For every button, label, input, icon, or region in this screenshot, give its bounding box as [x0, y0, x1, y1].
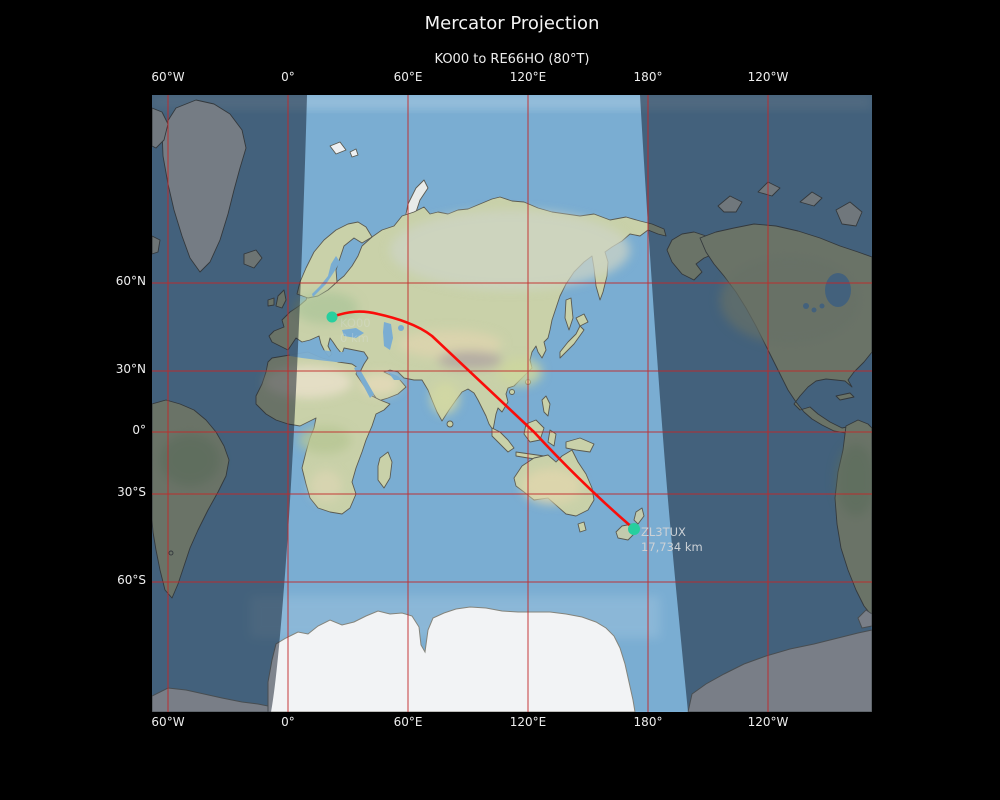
aral-sea	[398, 325, 404, 331]
persian-gulf	[388, 372, 402, 380]
black-sea	[342, 328, 364, 338]
caspian-sea	[383, 322, 393, 350]
tick-top-120w: 120°W	[747, 70, 789, 84]
tick-bottom-180: 180°	[633, 715, 663, 729]
route-start-marker	[326, 311, 338, 323]
tick-bottom-120e: 120°E	[509, 715, 547, 729]
graticule	[152, 95, 872, 712]
plot-subtitle: KO00 to RE66HO (80°T)	[434, 52, 590, 67]
tasmania	[577, 521, 587, 533]
tick-bottom-60w: 60°W	[151, 715, 185, 729]
tick-left-60n: 60°N	[115, 274, 146, 288]
night-right	[640, 95, 872, 712]
new-guinea	[565, 437, 595, 453]
night-left	[152, 95, 307, 712]
baltic-sea	[312, 256, 340, 297]
svalbard	[329, 141, 359, 158]
tick-bottom-0: 0°	[281, 715, 295, 729]
tick-top-120e: 120°E	[509, 70, 547, 84]
madagascar	[377, 451, 393, 489]
tick-top-60e: 60°E	[393, 70, 423, 84]
antarctica-day	[267, 606, 636, 712]
start-grid-label: KO00	[340, 316, 371, 330]
sri-lanka	[446, 420, 454, 428]
page-title: Mercator Projection	[424, 13, 600, 34]
tick-bottom-120w: 120°W	[747, 715, 789, 729]
tick-left-0: 0°	[132, 423, 146, 437]
sumatra	[491, 427, 515, 453]
route-path	[330, 310, 636, 531]
sulawesi	[547, 429, 557, 447]
route-end-label: ZL3TUX 17,734 km	[641, 525, 703, 554]
night-shading	[152, 95, 872, 712]
route-start-label: KO00 0 km	[340, 316, 371, 345]
mediterranean-sea	[288, 346, 360, 362]
world-map: KO00 0 km ZL3TUX 17,734 km	[152, 95, 872, 712]
tick-top-0: 0°	[281, 70, 295, 84]
japan	[559, 313, 589, 359]
sakhalin	[564, 297, 574, 331]
red-sea	[354, 366, 374, 398]
philippines	[541, 395, 551, 417]
start-distance-label: 0 km	[340, 331, 369, 345]
tick-top-180: 180°	[633, 70, 663, 84]
tick-bottom-60e: 60°E	[393, 715, 423, 729]
map-plot-area: KO00 0 km ZL3TUX 17,734 km	[152, 95, 872, 712]
route-end-marker	[628, 523, 640, 535]
tick-left-60s: 60°S	[117, 573, 146, 587]
tick-top-60w: 60°W	[151, 70, 185, 84]
hainan	[509, 389, 515, 395]
tick-left-30s: 30°S	[117, 485, 146, 499]
end-callsign-label: ZL3TUX	[641, 525, 686, 539]
end-distance-label: 17,734 km	[641, 540, 703, 554]
tick-left-30n: 30°N	[115, 362, 146, 376]
